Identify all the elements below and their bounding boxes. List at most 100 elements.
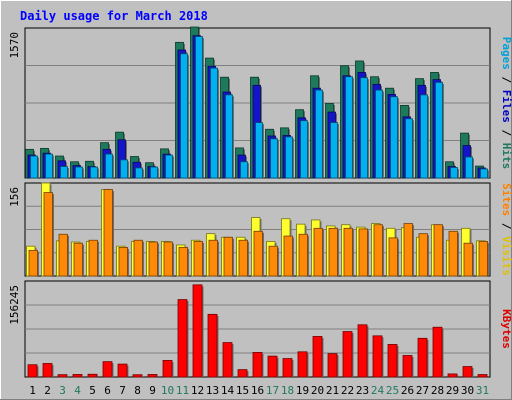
hits-files-pages-pages-bar (405, 118, 413, 179)
hits-files-pages-pages-bar (300, 120, 308, 179)
legend-visits-text: Visits (500, 236, 512, 276)
kbytes-kbytes-bar (432, 326, 443, 378)
kbytes-kbytes-bar (267, 355, 278, 378)
legend-pages-text: Pages (500, 37, 512, 70)
x-tick-label-day-1: 1 (29, 384, 36, 397)
x-tick-label-day-15: 15 (236, 384, 249, 397)
hits-files-pages-pages-bar (360, 77, 368, 179)
visits-sites-sites-bar (58, 233, 68, 277)
x-tick-label-day-11: 11 (176, 384, 189, 397)
kbytes-kbytes-bar (72, 374, 83, 378)
x-tick-label-day-27: 27 (416, 384, 429, 397)
kbytes-kbytes-bar (372, 335, 383, 378)
legend--text: / (500, 123, 512, 143)
visits-sites-sites-bar (388, 237, 398, 277)
kbytes-kbytes-bar (327, 353, 338, 378)
hits-files-pages-pages-bar (60, 166, 68, 179)
hits-files-pages-pages-bar (165, 154, 173, 179)
visits-sites-sites-bar (178, 246, 188, 277)
kbytes-kbytes-bar (102, 361, 113, 378)
kbytes-kbytes-bar (477, 374, 488, 378)
x-tick-label-day-6: 6 (104, 384, 111, 397)
x-tick-label-day-25: 25 (386, 384, 399, 397)
visits-sites-sites-bar (73, 242, 83, 277)
legend-kbytes-text: KBytes (500, 309, 512, 349)
x-tick-label-day-28: 28 (431, 384, 444, 397)
x-tick-label-day-31: 31 (476, 384, 489, 397)
kbytes-kbytes-bar (147, 374, 158, 378)
kbytes-kbytes-bar (252, 352, 263, 378)
visits-sites-sites-bar (418, 233, 428, 277)
x-tick-label-day-12: 12 (191, 384, 204, 397)
visits-sites-sites-bar (403, 223, 413, 277)
kbytes-kbytes-bar (57, 374, 68, 378)
kbytes-kbytes-bar (27, 364, 38, 378)
hits-files-pages-pages-bar (135, 167, 143, 179)
visits-sites-sites-bar (133, 239, 143, 277)
kbytes-kbytes-bar (312, 336, 323, 378)
kbytes-kbytes-bar (222, 342, 233, 378)
kbytes-kbytes-bar (462, 366, 473, 378)
visits-sites-sites-bar (223, 236, 233, 277)
hits-files-pages-pages-bar (30, 155, 38, 179)
visits-sites-sites-bar (478, 241, 488, 277)
kbytes-kbytes-bar (162, 360, 173, 378)
legend--text: / (500, 216, 512, 236)
x-tick-label-day-16: 16 (251, 384, 264, 397)
x-tick-label-day-4: 4 (74, 384, 81, 397)
visits-sites-sites-bar (268, 245, 278, 277)
x-tick-label-day-5: 5 (89, 384, 96, 397)
hits-files-pages-pages-bar (465, 156, 473, 179)
kbytes-kbytes-bar (42, 363, 53, 378)
hits-files-pages-pages-bar (450, 167, 458, 179)
kbytes-kbytes-bar (207, 313, 218, 378)
visits-sites-sites-bar (343, 227, 353, 277)
visits-sites-ymax-label: 156 (8, 187, 21, 207)
visits-sites-sites-bar (193, 241, 203, 277)
x-tick-label-day-20: 20 (311, 384, 324, 397)
hits-files-pages-pages-bar (435, 82, 443, 179)
kbytes-kbytes-bar (417, 337, 428, 378)
kbytes-kbytes-bar (297, 351, 308, 378)
x-tick-label-day-9: 9 (149, 384, 156, 397)
visits-sites-sites-bar (88, 239, 98, 277)
x-tick-label-day-7: 7 (119, 384, 126, 397)
visits-sites-sites-bar (253, 230, 263, 277)
kbytes-ymax-label: 156245 (8, 285, 21, 325)
hits-files-pages-pages-bar (270, 138, 278, 179)
x-tick-label-day-17: 17 (266, 384, 279, 397)
kbytes-kbytes-bar (282, 358, 293, 378)
x-tick-label-day-26: 26 (401, 384, 414, 397)
hits-files-pages-pages-bar (75, 166, 83, 179)
hits-files-pages-pages-bar (195, 36, 203, 179)
hits-files-pages-pages-bar (45, 153, 53, 179)
visits-sites-sites-bar (103, 189, 113, 277)
kbytes-kbytes-bar (132, 374, 143, 378)
visits-sites-sites-bar (358, 228, 368, 277)
x-tick-label-day-2: 2 (44, 384, 51, 397)
hits-files-pages-pages-bar (420, 94, 428, 179)
kbytes-kbytes-bar (402, 355, 413, 378)
kbytes-kbytes-bar (447, 373, 458, 378)
kbytes-kbytes-bar (192, 284, 203, 378)
x-tick-label-day-10: 10 (161, 384, 174, 397)
kbytes-kbytes-bar (342, 331, 353, 378)
x-tick-label-day-23: 23 (356, 384, 369, 397)
hits-files-pages-pages-bar (210, 67, 218, 179)
hits-files-pages-pages-bar (330, 122, 338, 179)
x-tick-label-day-13: 13 (206, 384, 219, 397)
visits-sites-sites-bar (163, 241, 173, 277)
hits-files-pages-pages-bar (120, 159, 128, 179)
x-tick-label-day-18: 18 (281, 384, 294, 397)
visits-sites-sites-bar (448, 230, 458, 277)
legend--text: / (500, 70, 512, 90)
hits-files-pages-series-legend: Pages / Files / Hits (500, 37, 512, 170)
x-tick-label-day-30: 30 (461, 384, 474, 397)
visits-sites-sites-bar (148, 241, 158, 277)
hits-files-pages-pages-bar (255, 122, 263, 179)
visits-sites-sites-bar (118, 246, 128, 277)
hits-files-pages-pages-bar (225, 94, 233, 179)
